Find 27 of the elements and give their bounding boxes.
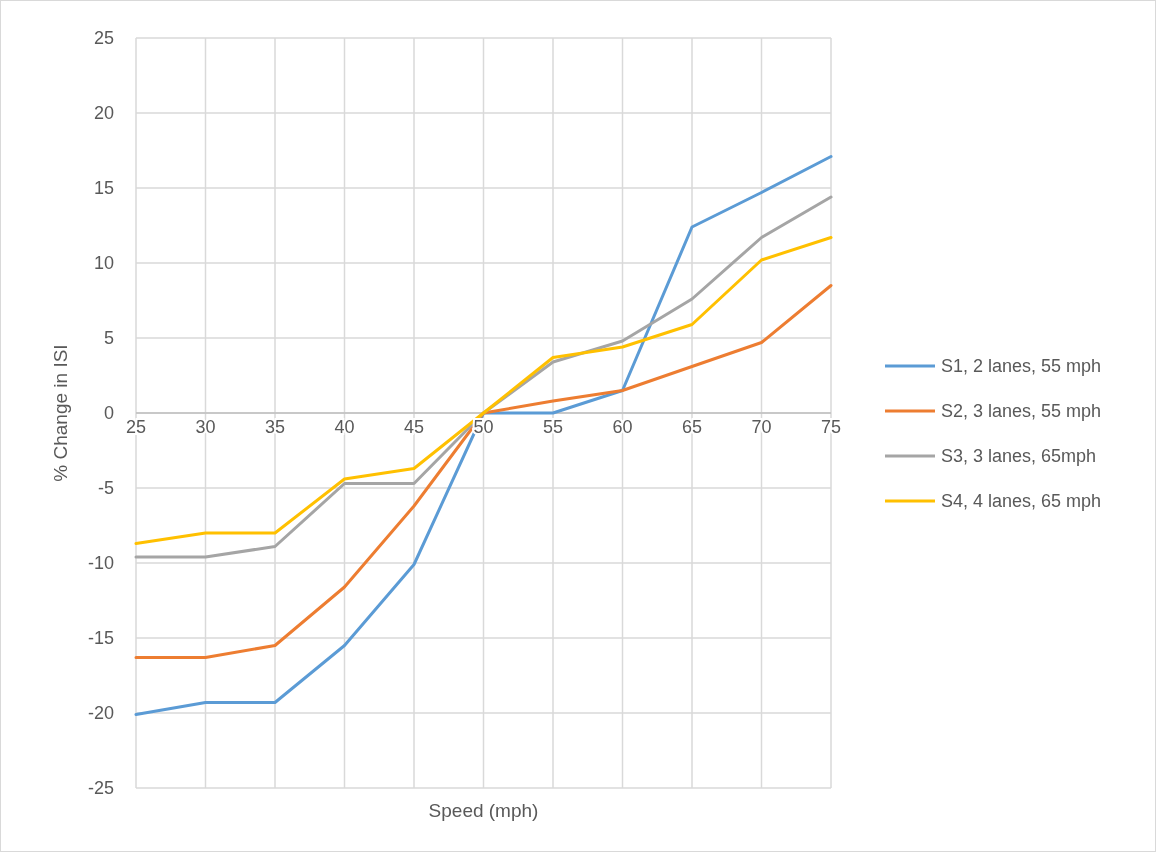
y-tick-label: 0 bbox=[103, 403, 114, 423]
y-tick-label: -10 bbox=[87, 553, 114, 573]
x-tick-label: 65 bbox=[681, 417, 703, 437]
y-tick-label: 20 bbox=[93, 103, 114, 123]
x-tick-label: 25 bbox=[125, 417, 147, 437]
legend-label: S1, 2 lanes, 55 mph bbox=[941, 356, 1102, 376]
x-tick-label: 70 bbox=[751, 417, 772, 437]
x-tick-label: 45 bbox=[403, 417, 425, 437]
x-tick-label: 60 bbox=[612, 417, 633, 437]
y-tick-label: -5 bbox=[97, 478, 114, 498]
legend-label: S2, 3 lanes, 55 mph bbox=[941, 401, 1102, 421]
y-axis-title: % Change in ISI bbox=[50, 344, 71, 482]
y-tick-label: -20 bbox=[87, 703, 114, 723]
x-axis-title: Speed (mph) bbox=[428, 800, 539, 821]
legend-label: S4, 4 lanes, 65 mph bbox=[941, 491, 1102, 511]
legend-label: S3, 3 lanes, 65mph bbox=[941, 446, 1097, 466]
y-tick-label: -15 bbox=[87, 628, 114, 648]
x-tick-label: 75 bbox=[820, 417, 842, 437]
y-tick-label: 10 bbox=[93, 253, 114, 273]
y-tick-label: -25 bbox=[87, 778, 114, 798]
y-tick-label: 5 bbox=[103, 328, 114, 348]
x-tick-label: 35 bbox=[264, 417, 286, 437]
y-tick-label: 15 bbox=[93, 178, 114, 198]
x-tick-label: 30 bbox=[195, 417, 216, 437]
x-tick-label: 40 bbox=[334, 417, 355, 437]
y-tick-label: 25 bbox=[93, 28, 114, 48]
x-tick-label: 55 bbox=[542, 417, 564, 437]
